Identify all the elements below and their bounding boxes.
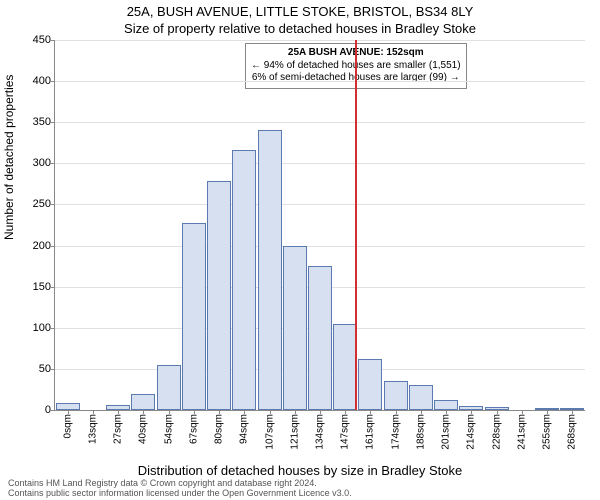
gridline-h (55, 163, 585, 164)
bar (182, 223, 206, 410)
xtick-label: 27sqm (113, 414, 124, 444)
gridline-h (55, 40, 585, 41)
ytick-mark (51, 204, 55, 205)
bar (258, 130, 282, 410)
bar (232, 150, 256, 410)
bar (131, 394, 155, 410)
bar (358, 359, 382, 410)
xtick-label: 255sqm (542, 414, 553, 450)
xtick-label: 147sqm (340, 414, 351, 450)
y-axis-label: Number of detached properties (2, 75, 16, 240)
xtick-label: 241sqm (516, 414, 527, 450)
ytick-label: 400 (33, 75, 51, 87)
chart-title-line1: 25A, BUSH AVENUE, LITTLE STOKE, BRISTOL,… (0, 4, 600, 19)
xtick-label: 13sqm (87, 414, 98, 444)
xtick-label: 0sqm (62, 414, 73, 438)
marker-line (355, 40, 357, 410)
gridline-h (55, 81, 585, 82)
gridline-h (55, 122, 585, 123)
ytick-label: 250 (33, 198, 51, 210)
ytick-mark (51, 122, 55, 123)
bar (409, 385, 433, 410)
footer-text: Contains HM Land Registry data © Crown c… (8, 478, 352, 498)
xtick-label: 107sqm (264, 414, 275, 450)
xtick-label: 80sqm (214, 414, 225, 444)
xtick-label: 201sqm (441, 414, 452, 450)
xtick-label: 214sqm (466, 414, 477, 450)
bar (434, 400, 458, 410)
ytick-mark (51, 246, 55, 247)
x-axis-label: Distribution of detached houses by size … (0, 463, 600, 478)
ytick-label: 450 (33, 34, 51, 46)
chart-title-line2: Size of property relative to detached ho… (0, 21, 600, 36)
ytick-mark (51, 287, 55, 288)
xtick-label: 161sqm (365, 414, 376, 450)
gridline-h (55, 246, 585, 247)
chart-container: 25A, BUSH AVENUE, LITTLE STOKE, BRISTOL,… (0, 0, 600, 500)
ytick-label: 0 (45, 404, 51, 416)
ytick-mark (51, 81, 55, 82)
ytick-label: 50 (39, 363, 51, 375)
bar (384, 381, 408, 410)
ytick-mark (51, 410, 55, 411)
ytick-mark (51, 369, 55, 370)
xtick-label: 228sqm (491, 414, 502, 450)
bar (157, 365, 181, 410)
ytick-label: 150 (33, 281, 51, 293)
xtick-label: 188sqm (415, 414, 426, 450)
xtick-label: 94sqm (239, 414, 250, 444)
bar (207, 181, 231, 410)
xtick-label: 134sqm (315, 414, 326, 450)
bar (333, 324, 357, 410)
ytick-label: 100 (33, 322, 51, 334)
xtick-label: 268sqm (567, 414, 578, 450)
xtick-label: 121sqm (289, 414, 300, 450)
xtick-label: 54sqm (163, 414, 174, 444)
ytick-mark (51, 163, 55, 164)
xtick-label: 174sqm (390, 414, 401, 450)
plot-area: 25A BUSH AVENUE: 152sqm ← 94% of detache… (54, 40, 585, 411)
bar (283, 246, 307, 410)
xtick-label: 67sqm (188, 414, 199, 444)
bar (308, 266, 332, 410)
gridline-h (55, 204, 585, 205)
xtick-label: 40sqm (138, 414, 149, 444)
ytick-mark (51, 40, 55, 41)
ytick-label: 350 (33, 116, 51, 128)
ytick-mark (51, 328, 55, 329)
ytick-label: 200 (33, 240, 51, 252)
ytick-label: 300 (33, 157, 51, 169)
